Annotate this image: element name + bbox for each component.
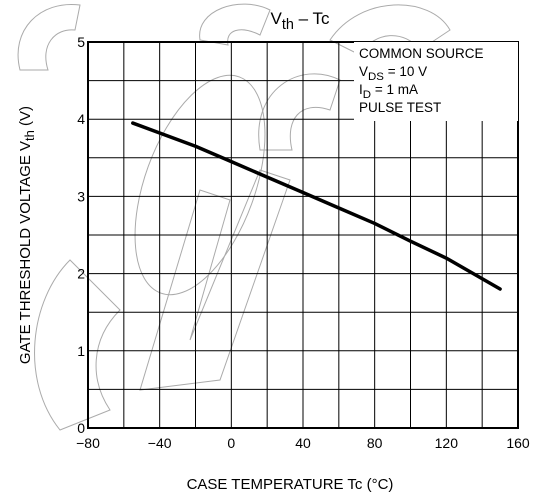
condition-line: COMMON SOURCE — [359, 46, 484, 61]
y-tick-label: 2 — [77, 266, 85, 282]
series-layer — [131, 121, 502, 291]
y-tick-label: 4 — [77, 111, 85, 127]
y-tick-label: 5 — [77, 34, 85, 50]
tick-labels: −80 −40 0 40 80 120 160 0 1 2 3 4 5 — [76, 34, 530, 451]
y-tick-label: 1 — [77, 343, 85, 359]
x-tick-label: 120 — [435, 435, 459, 451]
vth-curve — [131, 121, 502, 291]
condition-line: PULSE TEST — [359, 100, 441, 115]
x-tick-label: 0 — [227, 435, 235, 451]
condition-line: ID = 1 mA — [359, 82, 418, 101]
plot-frame — [87, 41, 519, 429]
condition-line: VDS = 10 V — [359, 64, 427, 83]
y-tick-label: 3 — [77, 188, 85, 204]
y-axis-label: GATE THRESHOLD VOLTAGE Vth (V) — [17, 106, 37, 364]
conditions-box — [354, 42, 518, 121]
x-tick-label: 40 — [295, 435, 311, 451]
x-tick-label: −80 — [76, 435, 100, 451]
x-axis-label: CASE TEMPERATURE Tc (°C) — [187, 476, 394, 493]
x-tick-label: 160 — [506, 435, 530, 451]
y-tick-label: 0 — [77, 420, 85, 436]
x-tick-label: −40 — [148, 435, 172, 451]
chart-title: Vth – Tc — [271, 9, 330, 33]
titles: Vth – Tc CASE TEMPERATURE Tc (°C) GATE THR… — [17, 9, 393, 493]
x-tick-label: 80 — [367, 435, 383, 451]
